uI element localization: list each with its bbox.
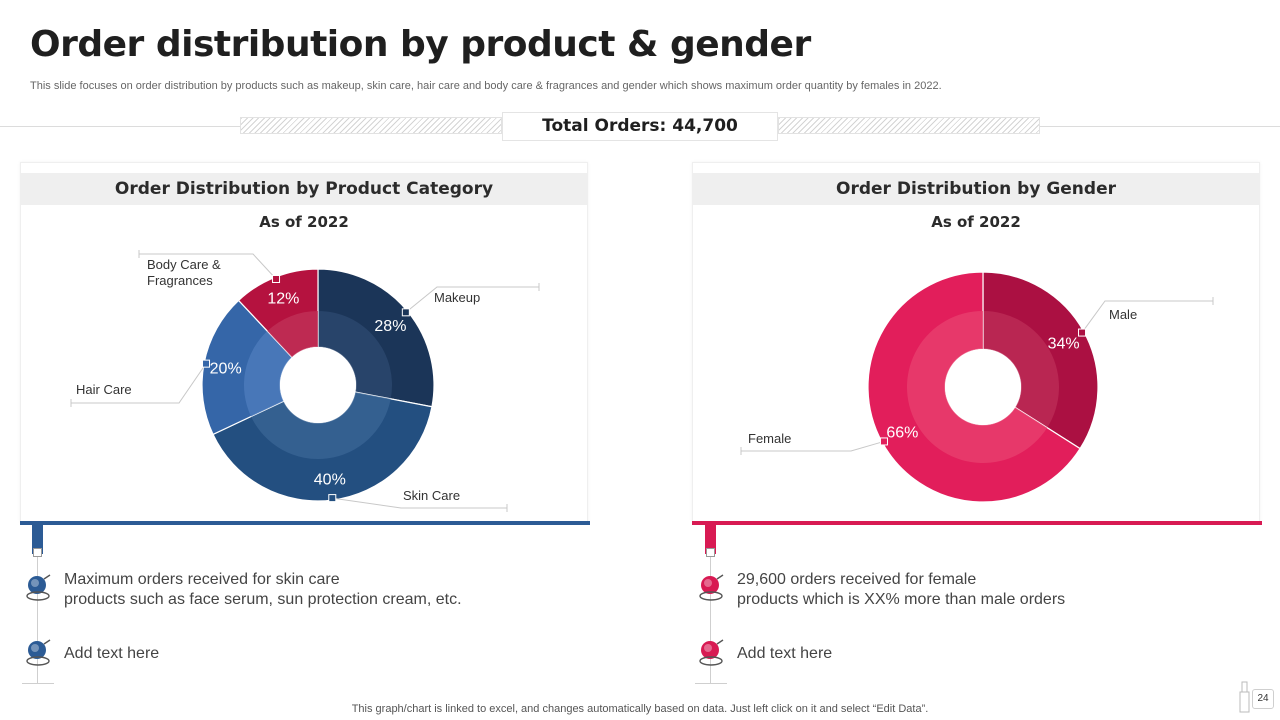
- leader-marker-gender-male: [1078, 328, 1087, 337]
- gender-stem-line: [710, 557, 711, 683]
- slice-inner-product-body-care-fragrances: [267, 311, 318, 358]
- gender-stem: [705, 522, 716, 554]
- product-note-1: Maximum orders received for skin care pr…: [64, 570, 462, 610]
- product-stem-line: [37, 557, 38, 683]
- product-donut-chart[interactable]: 28% Makeup 40% Skin Care 20% Hair Care 12% Body…: [21, 163, 589, 523]
- donut-hole: [945, 349, 1021, 425]
- category-label-gender-female: Female: [748, 431, 791, 446]
- category-label-product-skin-care: Skin Care: [403, 488, 460, 503]
- category-label-product-hair-care: Hair Care: [76, 382, 132, 397]
- product-note-1-line1: Maximum orders received for skin care: [64, 571, 340, 588]
- gender-note-1-line2: products which is XX% more than male ord…: [737, 591, 1066, 608]
- product-note-1-line2: products such as face serum, sun protect…: [64, 591, 462, 608]
- leader-marker-product-skin-care: [328, 494, 337, 503]
- product-panel-header: Order Distribution by Product Category: [21, 173, 587, 205]
- gender-panel: Order Distribution by Gender As of 2022 …: [692, 162, 1262, 525]
- gender-stem-cap: [706, 548, 715, 557]
- category-label-product-makeup: Makeup: [434, 290, 480, 305]
- donut-hole: [280, 347, 356, 423]
- hatch-decoration-left: [240, 117, 502, 134]
- gender-donut-chart[interactable]: 34% Male 66% Female: [693, 163, 1261, 523]
- gender-panel-as-of: As of 2022: [931, 213, 1021, 231]
- product-category-panel: Order Distribution by Product Category A…: [20, 162, 590, 525]
- gender-stem-foot: [695, 683, 727, 684]
- hatch-decoration-right: [778, 117, 1040, 134]
- leader-marker-gender-female: [879, 437, 888, 446]
- footer-note: This graph/chart is linked to excel, and…: [351, 703, 929, 715]
- value-label-product-hair-care: 20%: [210, 360, 242, 377]
- leader-marker-product-hair-care: [202, 359, 211, 368]
- slice-inner-gender-female: [907, 311, 1048, 463]
- product-panel-baseline: [20, 521, 590, 525]
- leader-line-product-body-care-fragrances: [139, 253, 277, 280]
- gender-panel-baseline: [692, 521, 1262, 525]
- slice-inner-product-hair-care: [244, 331, 292, 417]
- value-label-product-body-care-fragrances: 12%: [267, 291, 299, 308]
- product-note-2: Add text here: [64, 644, 159, 664]
- compact-mirror-icon: [26, 574, 51, 601]
- compact-mirror-icon: [699, 639, 724, 666]
- slide-title: Order distribution by product & gender: [30, 24, 811, 65]
- product-stem-cap: [33, 548, 42, 557]
- slice-inner-gender-male: [983, 311, 1059, 428]
- leader-line-product-hair-care: [71, 363, 207, 404]
- total-orders-box: Total Orders: 44,700: [502, 112, 778, 141]
- gender-note-2: Add text here: [737, 644, 832, 664]
- page-number: 24: [1252, 689, 1274, 709]
- product-stem: [32, 522, 43, 554]
- slide-subtitle: This slide focuses on order distribution…: [30, 80, 942, 92]
- value-label-product-skin-care: 40%: [314, 471, 346, 488]
- product-stem-foot: [22, 683, 54, 684]
- compact-mirror-icon: [26, 639, 51, 666]
- gender-note-2-line1: Add text here: [737, 645, 833, 662]
- category-label-product-body-care-fragrances: Body Care & Fragrances: [147, 257, 221, 288]
- gender-note-1-line1: 29,600 orders received for female: [737, 571, 977, 588]
- value-label-gender-female: 66%: [886, 424, 918, 441]
- gender-note-1: 29,600 orders received for female produc…: [737, 570, 1065, 610]
- product-panel-as-of: As of 2022: [259, 213, 349, 231]
- leader-marker-product-makeup: [401, 308, 410, 317]
- value-label-product-makeup: 28%: [374, 318, 406, 335]
- gender-panel-header: Order Distribution by Gender: [693, 173, 1259, 205]
- compact-mirror-icon: [699, 574, 724, 601]
- leader-line-product-makeup: [405, 286, 539, 313]
- lipstick-icon: [1239, 681, 1250, 713]
- leader-line-gender-male: [1081, 300, 1213, 333]
- slice-inner-product-skin-care: [251, 392, 391, 459]
- leader-line-gender-female: [741, 440, 885, 452]
- product-note-2-line1: Add text here: [64, 645, 160, 662]
- value-label-gender-male: 34%: [1048, 336, 1080, 353]
- slice-inner-product-makeup: [318, 311, 393, 399]
- leader-marker-product-body-care-fragrances: [272, 275, 281, 284]
- leader-line-product-skin-care: [332, 497, 507, 509]
- category-label-gender-male: Male: [1109, 307, 1137, 322]
